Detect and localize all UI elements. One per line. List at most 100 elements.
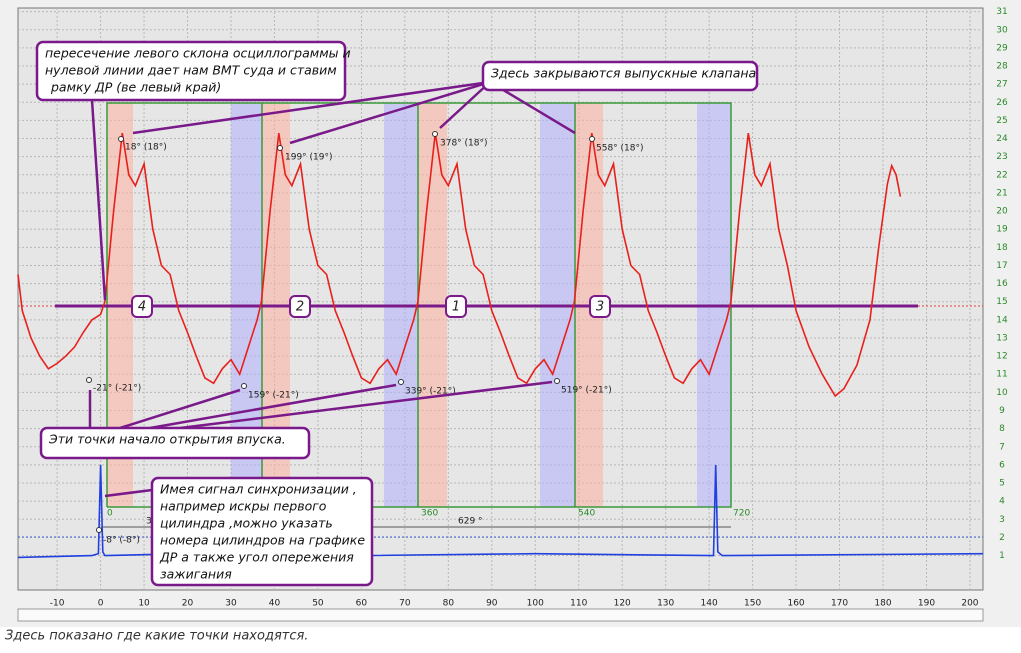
labels: 4 2 1 3 18° (18°) 199° (19°) 378° (18°) 558° (1… — [93, 139, 750, 546]
cylinder-box — [131, 295, 153, 318]
point-label: 18° (18°) — [125, 143, 167, 153]
y-tick-label: 20 — [996, 207, 1008, 217]
x-tick-label: 160 — [787, 599, 804, 609]
arrow — [149, 383, 397, 430]
x-tick-label: 20 — [182, 599, 194, 609]
marker — [86, 377, 92, 383]
trace — [17, 132, 902, 398]
y-tick-label: 7 — [999, 442, 1005, 452]
y-tick-label: 16 — [996, 279, 1008, 289]
marker — [277, 145, 283, 151]
point-label: 378° (18°) — [440, 139, 488, 149]
x-tick-label: 120 — [614, 599, 631, 609]
y-tick-label: 17 — [996, 261, 1007, 271]
y-tick-label: 2 — [999, 533, 1005, 543]
y-tick-label: 18 — [996, 243, 1008, 253]
scrollbar[interactable] — [17, 608, 984, 622]
x-tick-label: 170 — [831, 599, 848, 609]
y-tick-label: 15 — [996, 297, 1007, 307]
x-tick-label: 70 — [399, 599, 411, 609]
y-tick-label: 27 — [996, 80, 1007, 90]
cylinder-label: 4 — [138, 300, 146, 315]
marker — [432, 131, 438, 137]
y-tick-label: 31 — [996, 7, 1007, 17]
x-tick-label: 200 — [961, 599, 978, 609]
x-tick-label: -10 — [50, 599, 65, 609]
caption: Здесь показано где какие точки находятся… — [5, 629, 308, 644]
y-tick-label: 1 — [999, 551, 1005, 561]
cylinder-label: 2 — [296, 300, 304, 315]
frame-label: 360 — [421, 509, 438, 519]
arrows — [88, 80, 576, 498]
arrow — [90, 99, 107, 301]
y-tick-label: 13 — [996, 333, 1007, 343]
x-tick-label: 50 — [312, 599, 324, 609]
annotation-box — [150, 476, 374, 587]
x-tick-label: 80 — [443, 599, 455, 609]
arrow — [132, 80, 491, 135]
cylinder-label: 1 — [452, 300, 460, 315]
marker — [398, 379, 404, 385]
measure-label: 629 ° — [458, 517, 483, 527]
x-tick-label: 180 — [874, 599, 891, 609]
x-tick-label: 0 — [98, 599, 104, 609]
y-tick-label: 23 — [996, 152, 1007, 162]
marker — [554, 378, 560, 384]
annotation-text: цилиндра ,можно указать — [160, 516, 333, 531]
point-label: 339° (-21°) — [405, 387, 456, 397]
y-tick-label: 29 — [996, 43, 1008, 53]
y-tick-label: 21 — [996, 188, 1007, 198]
y-tick-label: 9 — [999, 406, 1005, 416]
marker — [118, 136, 124, 142]
cylinder-label: 3 — [596, 300, 604, 315]
x-tick-label: 40 — [269, 599, 281, 609]
x-tick-label: 30 — [225, 599, 237, 609]
annotation-text: Эти точки начало открытия впуска. — [48, 432, 286, 447]
cylinder-box — [289, 295, 311, 318]
x-tick-label: 10 — [138, 599, 150, 609]
point-label: -21° (-21°) — [93, 384, 141, 394]
y-tick-label: 22 — [996, 170, 1007, 180]
cylinder-box — [445, 295, 467, 318]
frame-label: 720 — [733, 509, 750, 519]
annotation-box — [35, 40, 347, 102]
annotation-box — [481, 60, 759, 92]
markers — [86, 131, 595, 533]
marker — [589, 136, 595, 142]
arrow — [289, 80, 491, 145]
cylinder-box — [589, 295, 611, 318]
annotation-text: зажигания — [160, 567, 232, 582]
x-tick-label: 100 — [527, 599, 544, 609]
y-tick-label: 14 — [996, 315, 1008, 325]
y-tick-label: 5 — [999, 479, 1005, 489]
frame-label: 540 — [578, 509, 595, 519]
y-tick-label: 26 — [996, 98, 1008, 108]
marker — [241, 383, 247, 389]
x-tick-label: 110 — [570, 599, 587, 609]
y-tick-label: 10 — [996, 388, 1008, 398]
y-tick-label: 12 — [996, 352, 1007, 362]
y-tick-label: 24 — [996, 134, 1008, 144]
annotation-text: номера цилиндров на графике — [160, 533, 365, 548]
point-label: 159° (-21°) — [248, 391, 299, 401]
arrow — [439, 81, 491, 129]
point-label: 558° (18°) — [596, 144, 644, 154]
x-tick-label: 130 — [657, 599, 674, 609]
y-tick-label: 6 — [999, 460, 1005, 470]
arrow — [179, 380, 553, 430]
y-tick-label: 19 — [996, 225, 1008, 235]
point-label: -8° (-8°) — [103, 536, 140, 546]
annotation-text: Здесь закрываются выпускные клапана — [491, 66, 756, 81]
annotation-box — [39, 426, 311, 460]
x-tick-label: 190 — [918, 599, 935, 609]
y-tick-label: 25 — [996, 116, 1007, 126]
x-tick-label: 140 — [701, 599, 718, 609]
arrow — [104, 488, 153, 498]
annotation-text: нулевой линии дает нам ВМТ суда и ставим — [45, 63, 337, 78]
marker — [96, 527, 102, 533]
y-tick-label: 3 — [999, 515, 1005, 525]
frame — [106, 102, 732, 508]
x-tick-label: 150 — [744, 599, 761, 609]
annotation-text: Имея сигнал синхронизации , — [160, 482, 357, 497]
